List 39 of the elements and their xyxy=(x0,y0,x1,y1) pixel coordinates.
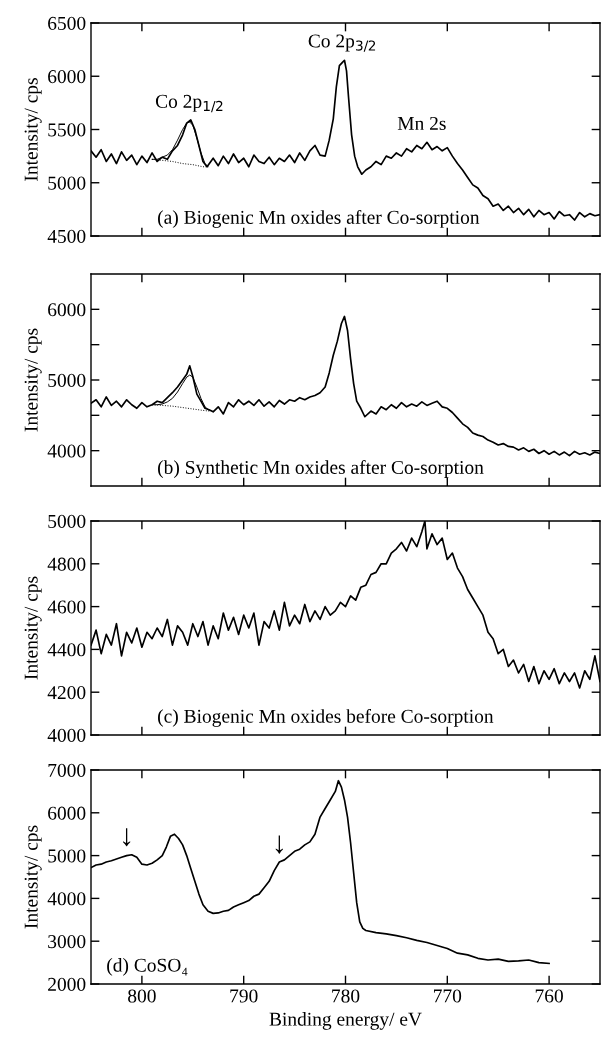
y-tick-label: 6000 xyxy=(48,303,86,317)
y-tick-label: 4800 xyxy=(47,557,86,571)
y-tick-label: 5000 xyxy=(48,514,86,528)
y-tick-label: 4000 xyxy=(47,892,86,906)
y-tick-label: 3000 xyxy=(48,935,86,949)
y-tick-label: 7000 xyxy=(48,763,86,777)
y-tick-label: 4000 xyxy=(47,728,86,742)
y-tick-label: 2000 xyxy=(48,977,86,991)
x-tick-label: 790 xyxy=(230,989,258,1003)
y-tick-label: 4600 xyxy=(47,600,86,614)
annotation: ↓ xyxy=(275,835,283,854)
x-tick-label: 800 xyxy=(128,989,156,1003)
annotation: (c) Biogenic Mn oxides before Co-sorption xyxy=(158,708,494,727)
y-axis-title: Intensity/ cps xyxy=(24,576,42,680)
x-tick-label: 780 xyxy=(332,989,360,1003)
y-tick-label: 5000 xyxy=(48,849,86,863)
y-tick-label: 5000 xyxy=(48,176,86,190)
x-tick-label: 760 xyxy=(535,989,563,1003)
annotation: ↓ xyxy=(123,828,131,847)
y-tick-label: 4400 xyxy=(47,643,86,657)
annotation: (d) CoSO₄ xyxy=(107,958,188,976)
y-axis-title: Intensity/ cps xyxy=(24,328,42,432)
y-tick-label: 6000 xyxy=(48,70,86,84)
annotation: Co 2p$_{1/2}$ xyxy=(155,94,223,113)
annotation: (a) Biogenic Mn oxides after Co-sorption xyxy=(158,210,480,228)
x-axis-title: Binding energy/ eV xyxy=(269,1012,422,1030)
annotation: (b) Synthetic Mn oxides after Co-sorption xyxy=(158,460,484,478)
x-tick-label: 770 xyxy=(434,989,462,1003)
y-tick-label: 4200 xyxy=(47,686,86,700)
annotation: Co 2p$_{3/2}$ xyxy=(308,34,376,52)
annotation: Mn 2s xyxy=(397,116,446,130)
y-tick-label: 5000 xyxy=(48,373,86,387)
y-tick-label: 4500 xyxy=(47,229,86,243)
y-tick-label: 6500 xyxy=(48,16,86,30)
y-tick-label: 5500 xyxy=(48,123,86,137)
y-axis-title: Intensity/ cps xyxy=(24,78,42,181)
y-tick-label: 4000 xyxy=(47,444,86,458)
y-axis-title: Intensity/ cps xyxy=(24,825,42,929)
y-tick-label: 6000 xyxy=(48,806,86,820)
